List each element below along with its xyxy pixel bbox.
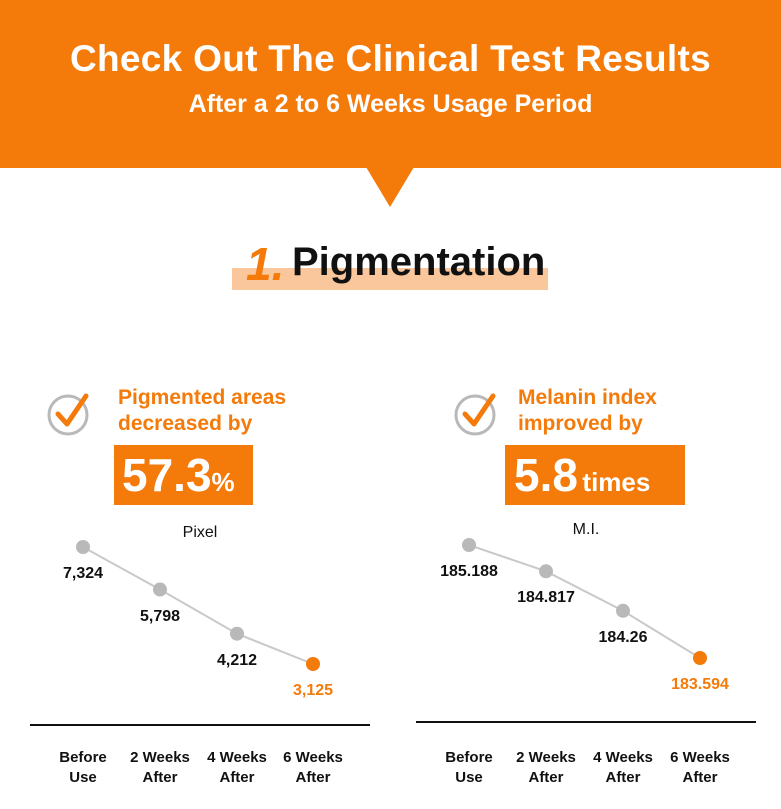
x-tick-line: After xyxy=(295,769,331,786)
chart-unit-label: Pixel xyxy=(182,524,218,541)
x-tick-line: Use xyxy=(69,769,97,786)
x-tick-label: 6 Weeks After xyxy=(657,748,743,788)
x-tick-label: Before Use xyxy=(40,748,126,788)
x-tick-line: After xyxy=(682,769,718,786)
x-tick-line: 2 Weeks xyxy=(516,749,576,766)
metric-caption-line: Melanin index xyxy=(518,386,657,409)
data-point xyxy=(462,538,476,552)
data-label: 183.594 xyxy=(671,676,729,693)
chart-baseline xyxy=(30,724,370,726)
metric-value: 5.8 xyxy=(514,449,578,501)
x-tick-label: 4 Weeks After xyxy=(580,748,666,788)
data-label: 184.817 xyxy=(517,589,575,607)
data-label: 5,798 xyxy=(139,607,181,625)
x-tick-line: After xyxy=(605,769,641,786)
data-point xyxy=(76,540,90,554)
x-tick-line: 6 Weeks xyxy=(670,749,730,766)
x-tick-line: 4 Weeks xyxy=(593,749,653,766)
check-circle-icon xyxy=(47,393,89,436)
metric-unit: times xyxy=(582,467,651,497)
data-point xyxy=(306,657,320,671)
section-title-highlight xyxy=(232,268,548,290)
data-point xyxy=(539,564,553,579)
x-tick-line: After xyxy=(142,769,178,786)
x-tick-line: Before xyxy=(445,749,493,766)
data-point xyxy=(693,651,707,665)
x-tick-line: 6 Weeks xyxy=(283,749,343,766)
metric-caption: Pigmented areas decreased by xyxy=(118,385,286,437)
section-title: Pigmentation xyxy=(292,240,546,284)
x-tick-line: 2 Weeks xyxy=(130,749,190,766)
x-tick-label: Before Use xyxy=(426,748,512,788)
x-tick-line: 4 Weeks xyxy=(207,749,267,766)
metric-caption-line: Pigmented areas xyxy=(118,386,287,409)
series-line xyxy=(468,544,701,659)
x-tick-label: 4 Weeks After xyxy=(194,748,280,788)
check-circle-icon xyxy=(454,393,496,436)
banner-subtitle: After a 2 to 6 Weeks Usage Period xyxy=(188,90,593,118)
x-tick-line: Use xyxy=(455,769,483,786)
data-point xyxy=(153,582,167,597)
x-tick-line: After xyxy=(528,769,564,786)
chart-unit-label: M.I. xyxy=(572,521,600,538)
banner-title: Check Out The Clinical Test Results xyxy=(69,38,712,79)
results-banner: Check Out The Clinical Test Results Afte… xyxy=(0,0,781,168)
data-label: 3,125 xyxy=(292,682,334,699)
data-point xyxy=(616,603,630,618)
metric-value-box: 5.8 times xyxy=(505,445,685,505)
data-label: 4,212 xyxy=(216,651,258,669)
data-label: 185.188 xyxy=(440,563,498,580)
x-tick-label: 6 Weeks After xyxy=(270,748,356,788)
section-number: 1. xyxy=(246,238,285,290)
banner-pointer xyxy=(366,167,414,207)
metric-value: 57.3 xyxy=(122,449,212,501)
series-line xyxy=(82,546,314,665)
metric-caption-line: decreased by xyxy=(118,412,253,435)
chart-baseline xyxy=(416,721,756,723)
data-point xyxy=(230,626,244,641)
data-label: 184.26 xyxy=(598,628,648,646)
x-tick-label: 2 Weeks After xyxy=(503,748,589,788)
metric-unit: % xyxy=(211,467,235,497)
metric-value-box: 57.3% xyxy=(114,445,253,505)
data-label: 7,324 xyxy=(62,565,104,582)
metric-caption: Melanin index improved by xyxy=(518,385,657,437)
x-tick-line: After xyxy=(219,769,255,786)
metric-caption-line: improved by xyxy=(518,412,643,435)
x-tick-label: 2 Weeks After xyxy=(117,748,203,788)
x-tick-line: Before xyxy=(59,749,107,766)
